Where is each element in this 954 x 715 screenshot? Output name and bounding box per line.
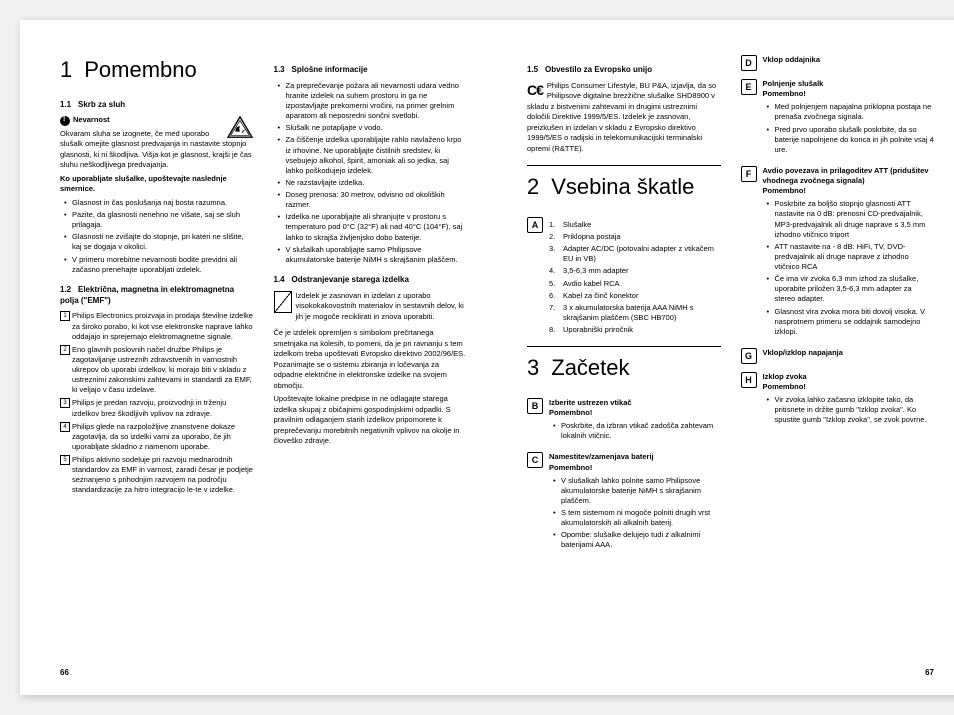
subsection-1-4: 1.4Odstranjevanje starega izdelka (274, 275, 468, 286)
col-2: 1.3Splošne informacije Za preprečevanje … (274, 55, 468, 635)
exclamation-icon (60, 116, 70, 126)
col-1: 1Pomembno 1.1Skrb za sluh Nevarnost (60, 55, 254, 635)
subsection-1-3: 1.3Splošne informacije (274, 65, 468, 76)
step-e: E Polnjenje slušalk Pomembno! Med polnje… (741, 79, 935, 158)
manual-spread: 1Pomembno 1.1Skrb za sluh Nevarnost (20, 20, 954, 695)
step-b: B Izberite ustrezen vtikač Pomembno! Pos… (527, 398, 721, 445)
step-f: F Avdio povezava in prilagoditev ATT (pr… (741, 166, 935, 340)
emf-list: Philips Electronics proizvaja in prodaja… (60, 311, 254, 495)
section-1-title: 1Pomembno (60, 55, 254, 85)
divider (527, 346, 721, 347)
disposal-text-2: Upoštevajte lokalne predpise in ne odlag… (274, 394, 468, 447)
weee-bin-icon (274, 291, 292, 313)
letter-e-icon: E (741, 79, 757, 95)
warning-triangle-icon (226, 115, 254, 139)
page-left: 1Pomembno 1.1Skrb za sluh Nevarnost (20, 20, 497, 695)
ce-mark-icon: C€ (527, 81, 543, 100)
col-3: 1.5Obvestilo za Evropsko unijo C€ Philip… (527, 55, 721, 635)
letter-a-icon: A (527, 217, 543, 233)
general-info-list: Za preprečevanje požara ali nevarnosti u… (274, 81, 468, 265)
step-h: H Izklop zvoka Pomembno! Vir zvoka lahko… (741, 372, 935, 429)
step-c: C Namestitev/zamenjava baterij Pomembno!… (527, 452, 721, 553)
box-contents-list: Slušalke Priklopna postaja Adapter AC/DC… (549, 220, 721, 335)
divider (527, 165, 721, 166)
letter-d-icon: D (741, 55, 757, 71)
page-number-left: 66 (60, 668, 69, 677)
guidelines-list: Glasnost in čas poslušanja naj bosta raz… (60, 198, 254, 275)
letter-c-icon: C (527, 452, 543, 468)
letter-g-icon: G (741, 348, 757, 364)
section-3-title: 3Začetek (527, 353, 721, 383)
disposal-text-1: Če je izdelek opremljen s simbolom prečr… (274, 328, 468, 391)
subsection-1-2: 1.2Električna, magnetna in elektromagnet… (60, 285, 254, 307)
col-4: D Vklop oddajnika E Polnjenje slušalk Po… (741, 55, 935, 635)
subsection-1-5: 1.5Obvestilo za Evropsko unijo (527, 65, 721, 76)
page-number-right: 67 (925, 668, 934, 677)
eu-notice-text: Philips Consumer Lifestyle, BU P&A, izja… (527, 81, 721, 155)
letter-f-icon: F (741, 166, 757, 182)
guidelines-heading: Ko uporabljate slušalke, upoštevajte nas… (60, 174, 254, 195)
section-2-title: 2Vsebina škatle (527, 172, 721, 202)
step-d: D Vklop oddajnika (741, 55, 935, 71)
subsection-1-1: 1.1Skrb za sluh (60, 100, 254, 111)
letter-h-icon: H (741, 372, 757, 388)
letter-b-icon: B (527, 398, 543, 414)
page-right: SLOVENŠČINA 1.5Obvestilo za Evropsko uni… (497, 20, 954, 695)
hearing-text: Okvaram sluha se izognete, če med uporab… (60, 129, 254, 171)
recycle-text: Izdelek je zasnovan in izdelan z uporabo… (274, 291, 468, 323)
step-g: G Vklop/izklop napajanja (741, 348, 935, 364)
box-contents: A Slušalke Priklopna postaja Adapter AC/… (527, 217, 721, 338)
danger-label: Nevarnost (60, 115, 254, 126)
